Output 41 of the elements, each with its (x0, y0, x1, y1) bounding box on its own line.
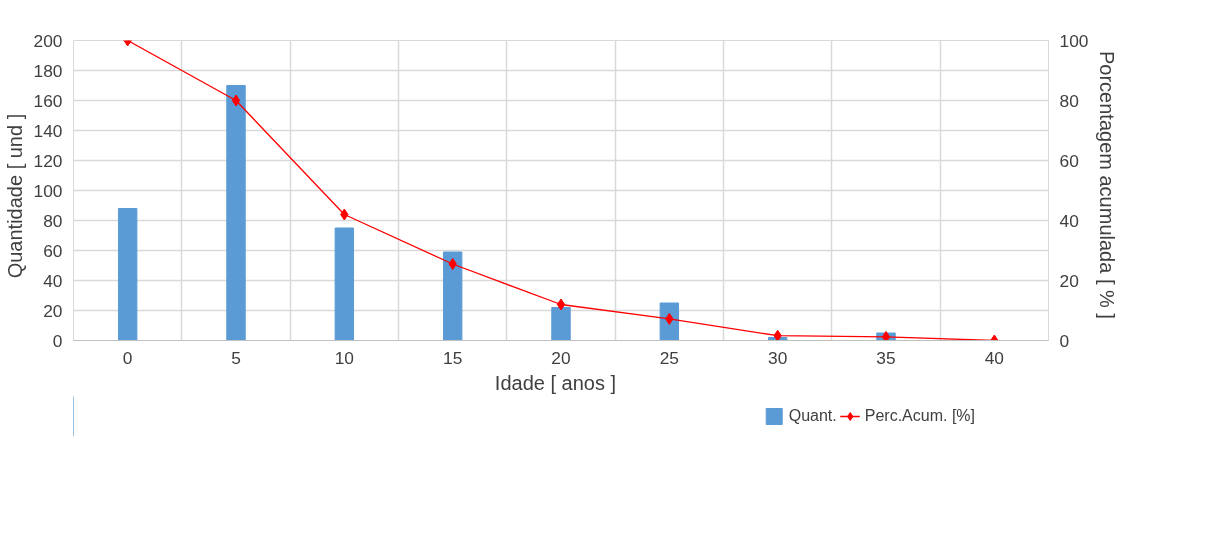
x-tick-label: 10 (334, 347, 354, 368)
legend-label: Perc.Acum. [%] (864, 407, 975, 425)
bar (551, 307, 571, 341)
bar (226, 85, 246, 341)
y-tick-label: 140 (33, 120, 63, 141)
x-tick-label: 0 (122, 347, 133, 368)
y2-tick-label: 100 (1059, 30, 1089, 51)
x-tick-label: 20 (551, 347, 571, 368)
y2-tick-label: 20 (1059, 270, 1079, 291)
y2-tick-label: 60 (1059, 150, 1079, 171)
point (231, 94, 241, 107)
legend-label: Quant. (788, 407, 837, 425)
x-tick-label: 15 (443, 347, 463, 368)
bar (442, 251, 463, 341)
y2-tick-label: 80 (1059, 90, 1079, 111)
y-tick-label: 200 (33, 30, 63, 51)
x-tick-label: 25 (659, 347, 679, 368)
y-tick-label: 80 (43, 210, 63, 231)
bar (334, 227, 355, 341)
x-tick-label: 30 (768, 347, 788, 368)
y-tick-label: 100 (33, 180, 63, 201)
y2-tick-label: 40 (1059, 210, 1079, 231)
y-tick-label: 60 (43, 240, 63, 261)
bar (117, 208, 138, 341)
y-tick-label: 20 (43, 300, 63, 321)
y2-axis-title: Porcentagem acumulada [ % ] (1096, 50, 1119, 319)
y-tick-label: 120 (33, 150, 63, 171)
point (448, 258, 457, 270)
point (881, 330, 891, 341)
point (773, 329, 782, 341)
x-tick-label: 40 (984, 347, 1004, 368)
y2-tick-label: 0 (1059, 330, 1070, 351)
point (556, 298, 566, 311)
y-axis-title: Quantidade [ und ] (3, 113, 26, 279)
y-tick-label: 160 (33, 90, 63, 111)
y-tick-label: 40 (43, 270, 63, 291)
y-tick-label: 0 (52, 330, 63, 351)
x-tick-label: 35 (876, 347, 896, 368)
y-tick-label: 180 (33, 60, 63, 81)
x-tick-label: 5 (231, 347, 241, 368)
x-axis-title: Idade [ anos ] (494, 371, 617, 394)
